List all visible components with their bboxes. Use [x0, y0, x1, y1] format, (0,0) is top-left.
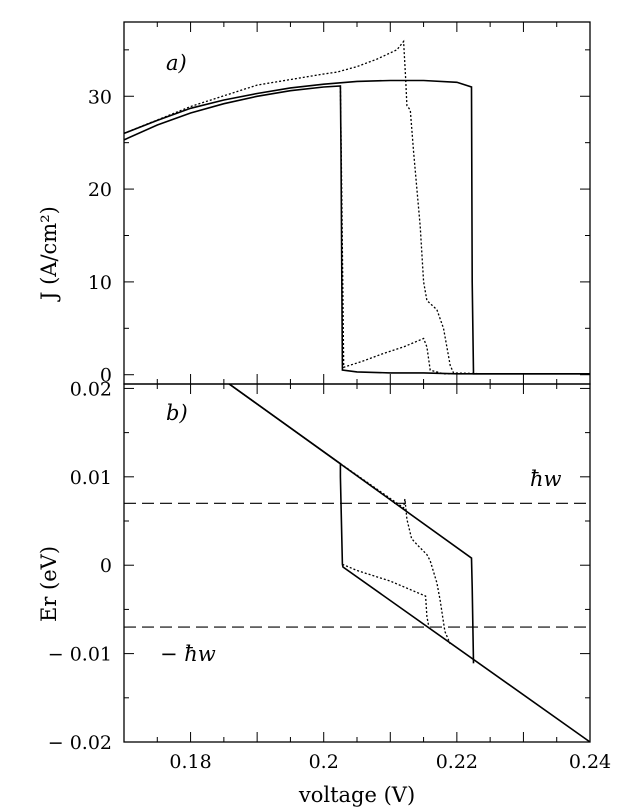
hbar-w-label: ħw: [530, 467, 562, 491]
y-tick-label: 30: [88, 86, 112, 108]
series-line: [339, 86, 590, 375]
panel-a-series: [123, 39, 590, 375]
panel-a-labels: 0 10 20 30: [88, 86, 112, 386]
series-line: [123, 79, 590, 375]
panel-b-ticks: [123, 384, 591, 743]
panel-b-series: [124, 383, 591, 743]
y-tick-label: 0.02: [70, 378, 112, 400]
y-tick-label: 0: [100, 365, 112, 387]
series-line: [123, 39, 590, 375]
panel-b-tag: b): [166, 401, 188, 425]
y-tick-label: − 0.01: [48, 644, 112, 666]
y-tick-label: 20: [88, 179, 112, 201]
panel-a-tag: a): [166, 51, 187, 75]
x-tick-label: 0.18: [169, 751, 211, 773]
minus-hbar-w-label: − ħw: [160, 642, 216, 666]
panel-b-ylabel: Er (eV): [37, 546, 61, 622]
panel-b-frame: [123, 383, 591, 743]
series-line: [228, 383, 591, 743]
panel-a-ylabel: J (A/cm²): [37, 206, 61, 302]
series-line: [342, 563, 430, 628]
panel-a: 0 10 20 30 a) J (A/cm²): [37, 21, 591, 387]
series-line: [340, 463, 451, 645]
series-line: [228, 383, 475, 664]
panel-a-frame: [123, 21, 591, 385]
series-line: [123, 85, 590, 375]
y-tick-label: − 0.02: [48, 732, 112, 754]
panel-a-ticks: [123, 22, 591, 384]
x-axis-label: voltage (V): [298, 783, 415, 807]
x-tick-label: 0.2: [309, 751, 339, 773]
panel-b-labels: − 0.02 − 0.01 0 0.01 0.02 0.18 0.2 0.22 0.24: [48, 378, 611, 773]
x-tick-label: 0.24: [569, 751, 611, 773]
x-tick-label: 0.22: [436, 751, 478, 773]
y-tick-label: 0: [100, 555, 112, 577]
y-tick-label: 10: [88, 272, 112, 294]
y-tick-label: 0.01: [70, 467, 112, 489]
